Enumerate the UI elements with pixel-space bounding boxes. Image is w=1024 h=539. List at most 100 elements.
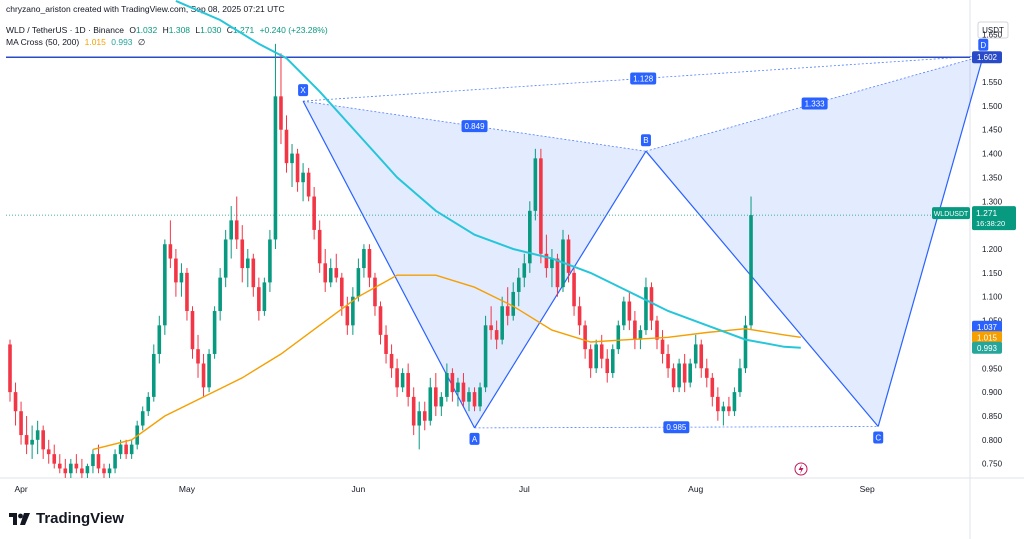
candle-body xyxy=(533,158,538,211)
pattern-fill-bcd xyxy=(645,55,984,427)
candle xyxy=(522,253,527,288)
candle xyxy=(456,377,460,407)
candle xyxy=(478,382,482,412)
candle xyxy=(594,339,598,374)
candle-body xyxy=(268,239,272,283)
candle-body xyxy=(185,272,189,312)
candle-body xyxy=(472,392,477,407)
close-label: C xyxy=(226,25,233,35)
candle xyxy=(41,425,45,459)
candle-body xyxy=(19,411,23,436)
candle xyxy=(240,225,245,283)
open-value: O1.032 xyxy=(129,25,157,35)
candle-body xyxy=(207,353,211,388)
low-value: L1.030 xyxy=(195,25,221,35)
candle-body xyxy=(328,268,333,283)
candle xyxy=(743,315,748,374)
symbol-tag-box xyxy=(932,207,970,220)
candle-body xyxy=(572,272,576,307)
candle xyxy=(434,373,438,416)
point-letter: X xyxy=(300,86,306,95)
candle xyxy=(378,301,383,345)
candle-body xyxy=(190,311,195,350)
ma-cross-legend[interactable]: MA Cross (50, 200) 1.015 0.993 ∅ xyxy=(6,37,148,48)
candle xyxy=(716,387,720,421)
candle xyxy=(273,43,278,249)
candle xyxy=(483,315,488,393)
candle-body xyxy=(439,396,444,407)
candle xyxy=(616,320,621,354)
candle xyxy=(749,196,753,331)
last-price-box xyxy=(972,206,1016,231)
pattern-fill-xab xyxy=(303,101,646,428)
ratio-box xyxy=(630,72,657,85)
candle-body xyxy=(699,344,704,369)
candle-body xyxy=(500,306,504,340)
symbol-name[interactable]: WLD / TetherUS · 1D · Binance xyxy=(6,25,124,35)
pattern-ratio-label: 1.333 xyxy=(801,97,828,110)
candle-body xyxy=(163,244,167,326)
candle-body xyxy=(102,468,106,474)
pattern-ratio-label: 0.985 xyxy=(663,421,690,434)
candle xyxy=(19,401,23,445)
candle xyxy=(356,258,361,302)
events-lightning-icon xyxy=(794,462,808,476)
pattern-ratio-line xyxy=(645,55,984,152)
candle xyxy=(738,358,742,397)
symbol-info-line[interactable]: WLD / TetherUS · 1D · Binance O1.032 H1.… xyxy=(6,25,331,35)
candle-body xyxy=(273,96,278,240)
candle-body xyxy=(284,129,289,164)
candle-body xyxy=(362,249,366,269)
candle xyxy=(74,454,79,474)
candle-body xyxy=(290,153,294,164)
candle xyxy=(80,458,84,478)
candle-body xyxy=(69,463,73,474)
candle-body xyxy=(400,373,405,388)
candle xyxy=(472,387,477,412)
candle-body xyxy=(411,396,416,426)
candle-body xyxy=(555,258,560,288)
candle-body xyxy=(129,444,134,455)
candle xyxy=(577,296,582,335)
candle-body xyxy=(351,296,355,326)
point-box xyxy=(298,84,309,97)
candle-body xyxy=(693,344,698,364)
ma200-line xyxy=(175,0,801,349)
candle-body xyxy=(671,368,676,388)
candle-body xyxy=(85,466,90,474)
candle xyxy=(13,382,18,426)
point-letter: C xyxy=(875,433,881,442)
candle-body xyxy=(118,444,123,455)
candle-body xyxy=(505,306,510,316)
indicator-price-tag: 1.015 xyxy=(972,331,1002,344)
candle-body xyxy=(610,349,615,374)
candle xyxy=(588,344,593,378)
currency-label: USDT xyxy=(982,26,1004,35)
candle-body xyxy=(422,411,427,421)
candle-body xyxy=(644,287,648,331)
tradingview-logo-text: TradingView xyxy=(36,510,125,527)
indicator-tag-box xyxy=(972,331,1002,344)
candle xyxy=(129,439,134,459)
y-tick-label: 1.200 xyxy=(982,245,1003,254)
pattern-leg-bc xyxy=(645,150,879,427)
candle-body xyxy=(334,268,339,278)
candle xyxy=(24,415,29,455)
candle-body xyxy=(478,387,482,407)
candle-body xyxy=(312,196,316,230)
candle xyxy=(257,277,261,321)
candle-body xyxy=(57,463,62,469)
ma-cross-name[interactable]: MA Cross (50, 200) xyxy=(6,37,80,47)
candle xyxy=(605,349,610,383)
candle xyxy=(710,373,715,407)
candle xyxy=(677,358,681,393)
ratio-text: 1.333 xyxy=(805,99,826,108)
candle-body xyxy=(196,349,200,364)
candle xyxy=(439,392,444,416)
candle-body xyxy=(721,406,726,412)
candle-body xyxy=(522,263,527,278)
events-icon-bolt xyxy=(798,464,804,474)
candle xyxy=(234,196,239,249)
candle xyxy=(223,229,228,288)
